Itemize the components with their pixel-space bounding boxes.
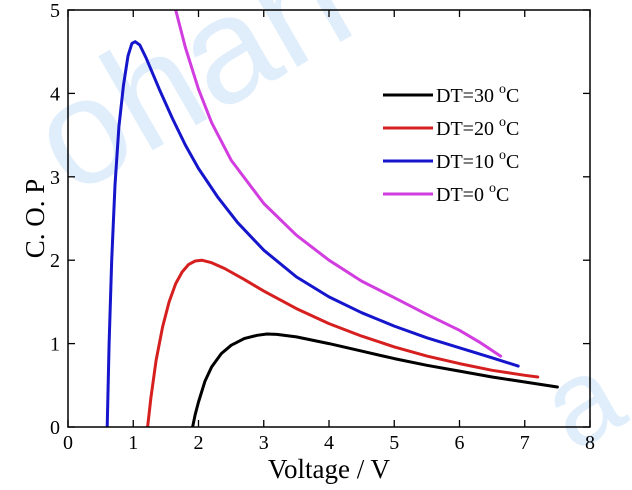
x-tick-label: 5 (389, 432, 399, 454)
legend-label: DT=20 oC (436, 115, 519, 140)
x-tick-label: 1 (128, 432, 138, 454)
x-tick-label: 8 (585, 432, 595, 454)
y-tick-label: 1 (50, 334, 60, 356)
y-tick-label: 3 (50, 167, 60, 189)
legend-label: DT=0 oC (436, 181, 509, 206)
x-tick-label: 3 (259, 432, 269, 454)
svg-text:ohan: ohan (3, 0, 376, 225)
x-tick-label: 2 (194, 432, 204, 454)
series-layer (105, 10, 559, 427)
y-axis-title: C. O. P (20, 179, 50, 259)
watermark: ohan a (3, 0, 632, 476)
x-tick-label: 0 (63, 432, 73, 454)
x-tick-label: 4 (324, 432, 334, 454)
x-axis-title: Voltage / V (268, 454, 391, 484)
axes: 0 1 2 3 4 5 6 7 8 0 1 2 3 4 5 (50, 0, 595, 454)
y-tick-label: 0 (50, 417, 60, 439)
legend-entry-3: DT=0 oC (383, 181, 509, 206)
legend-label: DT=30 oC (436, 82, 519, 107)
legend-entry-0: DT=30 oC (383, 82, 519, 107)
series-line-1 (146, 258, 540, 427)
x-tick-label: 7 (520, 432, 530, 454)
legend: DT=30 oC DT=20 oC DT=10 oC DT=0 oC (383, 82, 519, 206)
legend-entry-1: DT=20 oC (383, 115, 519, 140)
x-tick-label: 6 (455, 432, 465, 454)
y-tick-label: 5 (50, 0, 60, 22)
svg-text:a: a (519, 326, 632, 476)
y-tick-label: 4 (50, 83, 60, 105)
legend-entry-2: DT=10 oC (383, 148, 519, 173)
series-line-2 (105, 40, 520, 427)
y-tick-label: 2 (50, 250, 60, 272)
series-line-3 (174, 10, 503, 358)
series-line-0 (191, 332, 559, 427)
legend-label: DT=10 oC (436, 148, 519, 173)
